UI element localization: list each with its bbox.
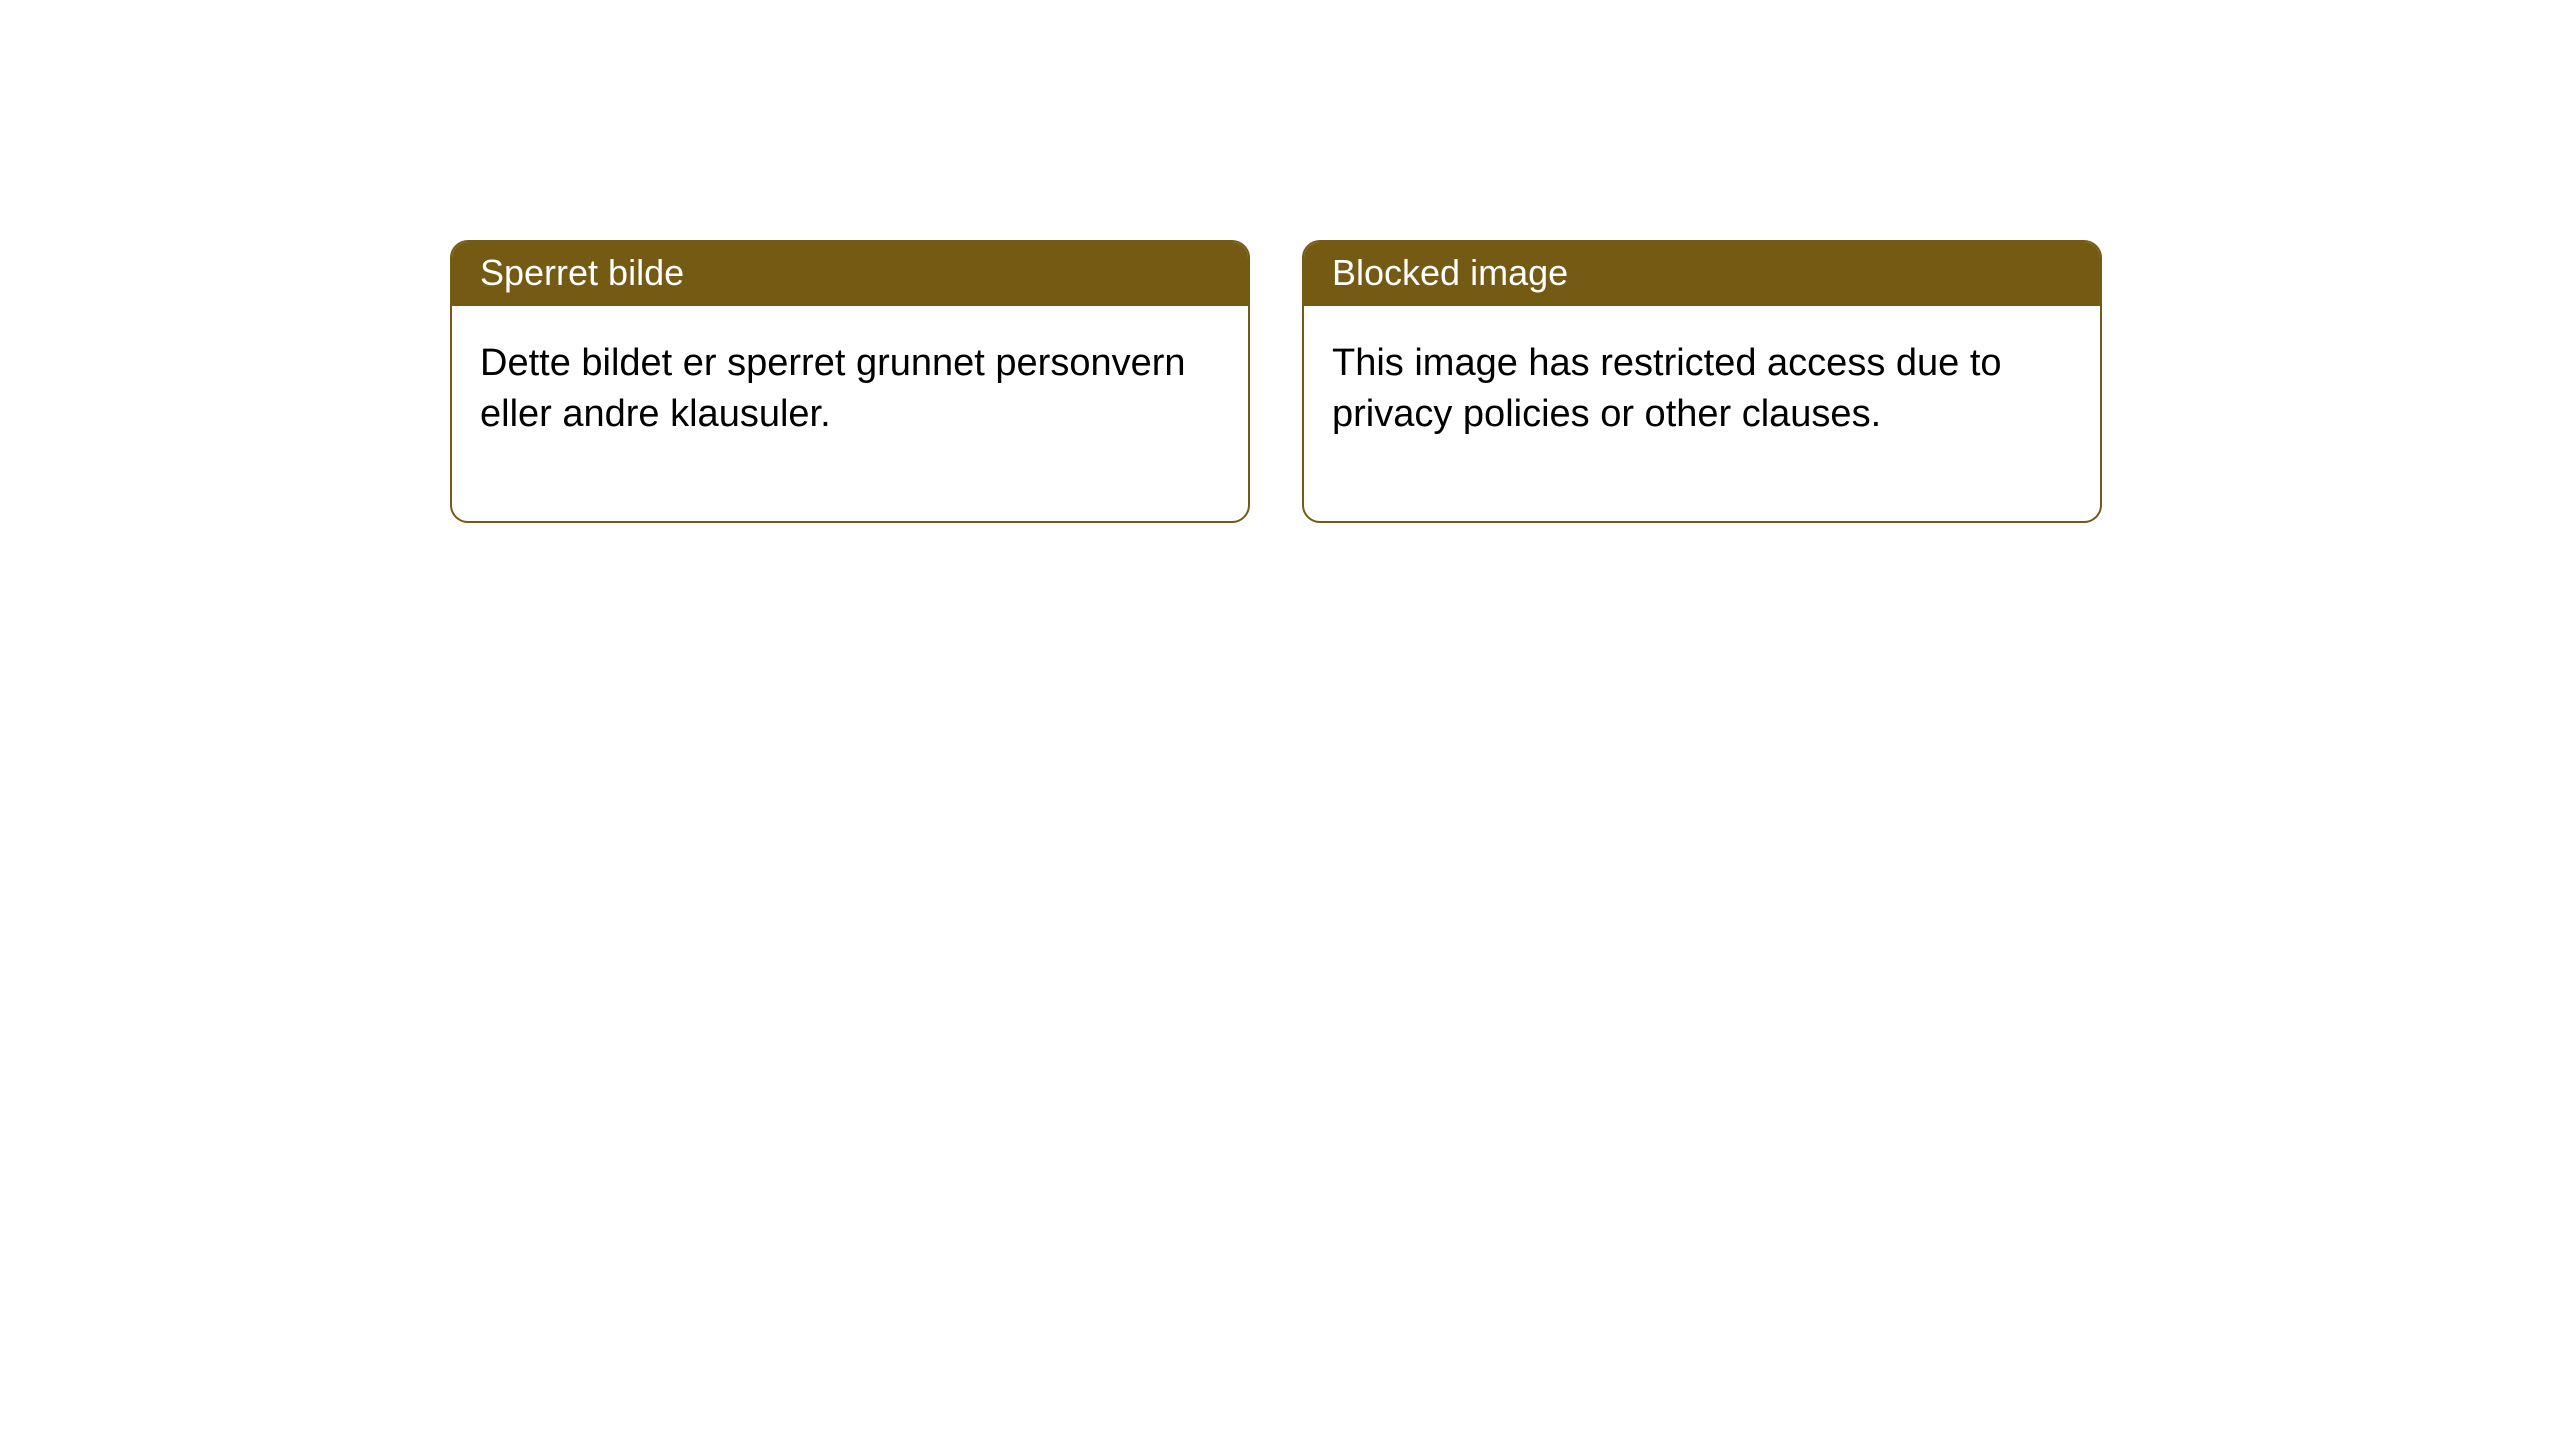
notice-card-norwegian: Sperret bilde Dette bildet er sperret gr…	[450, 240, 1250, 523]
notice-card-english: Blocked image This image has restricted …	[1302, 240, 2102, 523]
notice-card-body: Dette bildet er sperret grunnet personve…	[452, 306, 1248, 521]
notice-card-body: This image has restricted access due to …	[1304, 306, 2100, 521]
notice-card-title: Blocked image	[1304, 242, 2100, 306]
notice-card-title: Sperret bilde	[452, 242, 1248, 306]
notice-container: Sperret bilde Dette bildet er sperret gr…	[0, 0, 2560, 523]
